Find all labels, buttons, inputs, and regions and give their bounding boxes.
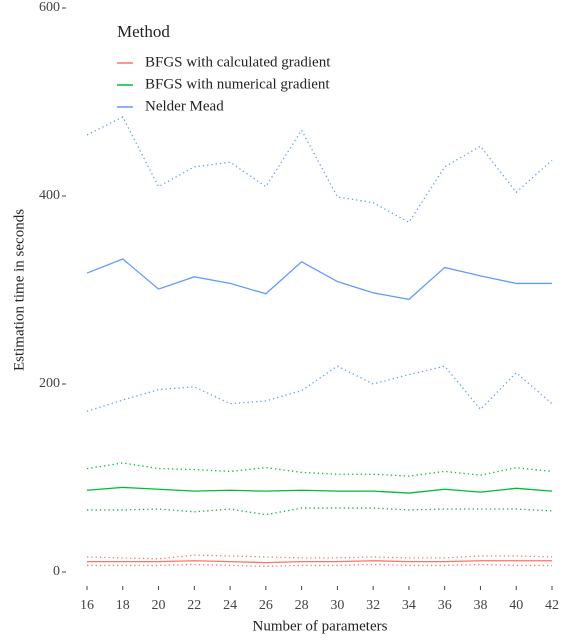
y-tick-label: 0	[53, 564, 60, 579]
x-tick-label: 32	[366, 598, 380, 613]
y-tick-label: 200	[39, 376, 60, 391]
x-tick-label: 40	[509, 598, 523, 613]
legend-label: Nelder Mead	[145, 98, 224, 114]
line	[86, 258, 552, 301]
legend-label: BFGS with numerical gradient	[145, 76, 330, 92]
bound-line	[87, 507, 553, 516]
x-tick-label: 16	[80, 598, 94, 613]
y-axis-label: Estimation time in seconds	[11, 209, 27, 371]
bound-line	[86, 554, 553, 560]
x-tick-label: 18	[116, 598, 130, 613]
line	[86, 486, 553, 494]
y-tick-label: 400	[39, 188, 60, 203]
x-tick-label: 28	[295, 598, 309, 613]
y-tick-label: 600	[39, 0, 60, 15]
x-tick-label: 36	[438, 598, 452, 613]
x-tick-label: 34	[402, 598, 416, 613]
legend-label: BFGS with calculated gradient	[145, 54, 331, 70]
bound-line	[86, 365, 553, 412]
bound-line	[86, 462, 553, 477]
x-axis-label: Number of parameters	[253, 618, 388, 634]
x-tick-label: 24	[223, 598, 237, 613]
x-tick-label: 20	[152, 598, 166, 613]
x-tick-label: 22	[187, 598, 201, 613]
x-tick-label: 42	[545, 598, 559, 613]
legend-title: Method	[117, 22, 170, 41]
bound-line	[86, 116, 553, 224]
x-tick-label: 26	[259, 598, 273, 613]
x-tick-label: 30	[330, 598, 344, 613]
line	[87, 560, 552, 564]
x-tick-label: 38	[473, 598, 487, 613]
bound-line	[87, 563, 552, 568]
